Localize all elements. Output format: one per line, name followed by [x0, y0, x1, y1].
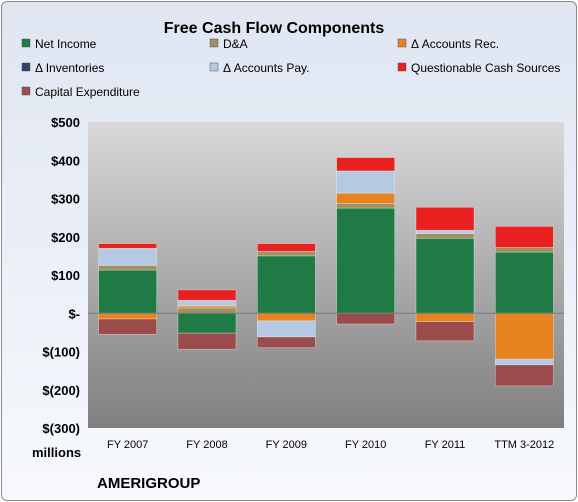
y-tick-label: $100 — [51, 268, 80, 283]
y-tick-label: $300 — [51, 192, 80, 207]
bar-segment-capital-expenditure — [257, 336, 316, 348]
legend-item-questionable-cash-sources: Questionable Cash Sources — [397, 61, 560, 75]
bar-group-fy-2008 — [177, 289, 237, 350]
bar-segment-net-income — [257, 255, 316, 314]
bar-segment-capital-expenditure — [98, 318, 157, 335]
legend-swatch — [209, 38, 219, 48]
bar-segment-questionable-cash-sources — [415, 206, 475, 231]
bar-segment-d-a — [495, 247, 554, 253]
y-tick-label: $(300) — [42, 421, 80, 436]
legend-swatch — [397, 38, 407, 48]
legend-label: D&A — [223, 37, 248, 51]
legend-label: Δ Accounts Pay. — [223, 61, 310, 75]
x-tick-label: FY 2009 — [266, 439, 307, 451]
bar-group-fy-2007 — [98, 243, 157, 335]
legend-label: Net Income — [35, 37, 97, 51]
brand-label: AMERIGROUP — [97, 475, 200, 492]
legend-item-d-a: D&A — [209, 37, 248, 51]
y-tick-label: $(200) — [42, 383, 80, 398]
bar-segment-net-income — [495, 251, 554, 314]
y-tick-label: $500 — [51, 115, 80, 130]
bars — [98, 157, 554, 387]
bar-segment-accounts-rec — [257, 312, 316, 322]
bar-segment-d-a — [177, 307, 237, 314]
bar-segment-accounts-pay — [336, 170, 395, 194]
bar-segment-questionable-cash-sources — [98, 243, 157, 249]
legend-swatch — [21, 86, 31, 96]
legend-label: Δ Accounts Rec. — [411, 37, 499, 51]
bar-group-ttm-3-2012 — [495, 226, 554, 387]
bar-segment-net-income — [336, 207, 395, 314]
bar-segment-accounts-pay — [257, 320, 316, 338]
chart-title: Free Cash Flow Components — [164, 20, 385, 37]
legend-swatch — [21, 38, 31, 48]
legend-swatch — [21, 62, 31, 72]
bar-segment-d-a — [257, 250, 316, 257]
legend-label: Questionable Cash Sources — [411, 61, 560, 75]
legend-item-accounts-pay: Δ Accounts Pay. — [209, 61, 310, 75]
bar-segment-capital-expenditure — [495, 364, 554, 387]
legend-item-accounts-rec: Δ Accounts Rec. — [397, 37, 499, 51]
bar-segment-d-a — [98, 265, 157, 271]
x-tick-label: TTM 3-2012 — [494, 439, 554, 451]
x-axis: FY 2007 FY 2008 FY 2009 FY 2010 FY 2011 TTM 3… — [107, 439, 554, 451]
bar-segment-d-a — [336, 203, 395, 209]
bar-group-fy-2011 — [415, 206, 475, 342]
unit-label: millions — [32, 445, 81, 460]
bar-segment-accounts-pay — [177, 299, 237, 307]
bar-segment-accounts-pay — [495, 358, 554, 366]
legend-swatch — [397, 62, 407, 72]
bar-segment-capital-expenditure — [336, 312, 395, 325]
bar-segment-questionable-cash-sources — [336, 157, 395, 172]
legend: Net Income D&A Δ Accounts Rec. Δ Inventorie… — [21, 37, 560, 99]
y-tick-label: $200 — [51, 230, 80, 245]
legend-swatch — [209, 62, 219, 72]
bar-segment-questionable-cash-sources — [257, 243, 316, 252]
bar-segment-accounts-rec — [98, 312, 157, 320]
x-tick-label: FY 2011 — [425, 439, 466, 451]
legend-item-capital-expenditure: Capital Expenditure — [21, 85, 140, 99]
bar-segment-accounts-rec — [415, 312, 475, 322]
bar-segment-capital-expenditure — [177, 332, 237, 350]
y-tick-label: $- — [68, 306, 80, 321]
bar-segment-d-a — [415, 233, 475, 239]
legend-item-net-income: Net Income — [21, 37, 97, 51]
bar-segment-capital-expenditure — [415, 321, 475, 342]
bar-segment-net-income — [177, 312, 237, 334]
legend-label: Δ Inventories — [35, 61, 104, 75]
y-axis: $(300) $(200) $(100) $- $100 $200 $300 $400 $500 — [42, 115, 80, 436]
x-tick-label: FY 2010 — [345, 439, 386, 451]
bar-segment-accounts-pay — [98, 247, 157, 266]
y-tick-label: $(100) — [42, 345, 80, 360]
bar-segment-accounts-pay — [415, 229, 475, 234]
bar-segment-net-income — [98, 269, 157, 314]
plot-area — [88, 122, 564, 428]
bar-segment-questionable-cash-sources — [495, 226, 554, 248]
x-tick-label: FY 2007 — [107, 439, 148, 451]
y-tick-label: $400 — [51, 153, 80, 168]
legend-label: Capital Expenditure — [35, 85, 140, 99]
bar-segment-accounts-rec — [495, 312, 554, 360]
bar-segment-net-income — [415, 237, 475, 314]
bar-segment-questionable-cash-sources — [177, 289, 237, 301]
bar-group-fy-2010 — [336, 157, 395, 325]
bar-group-fy-2009 — [257, 243, 316, 348]
x-tick-label: FY 2008 — [186, 439, 227, 451]
bar-segment-accounts-rec — [336, 192, 395, 204]
legend-item-inventories: Δ Inventories — [21, 61, 104, 75]
